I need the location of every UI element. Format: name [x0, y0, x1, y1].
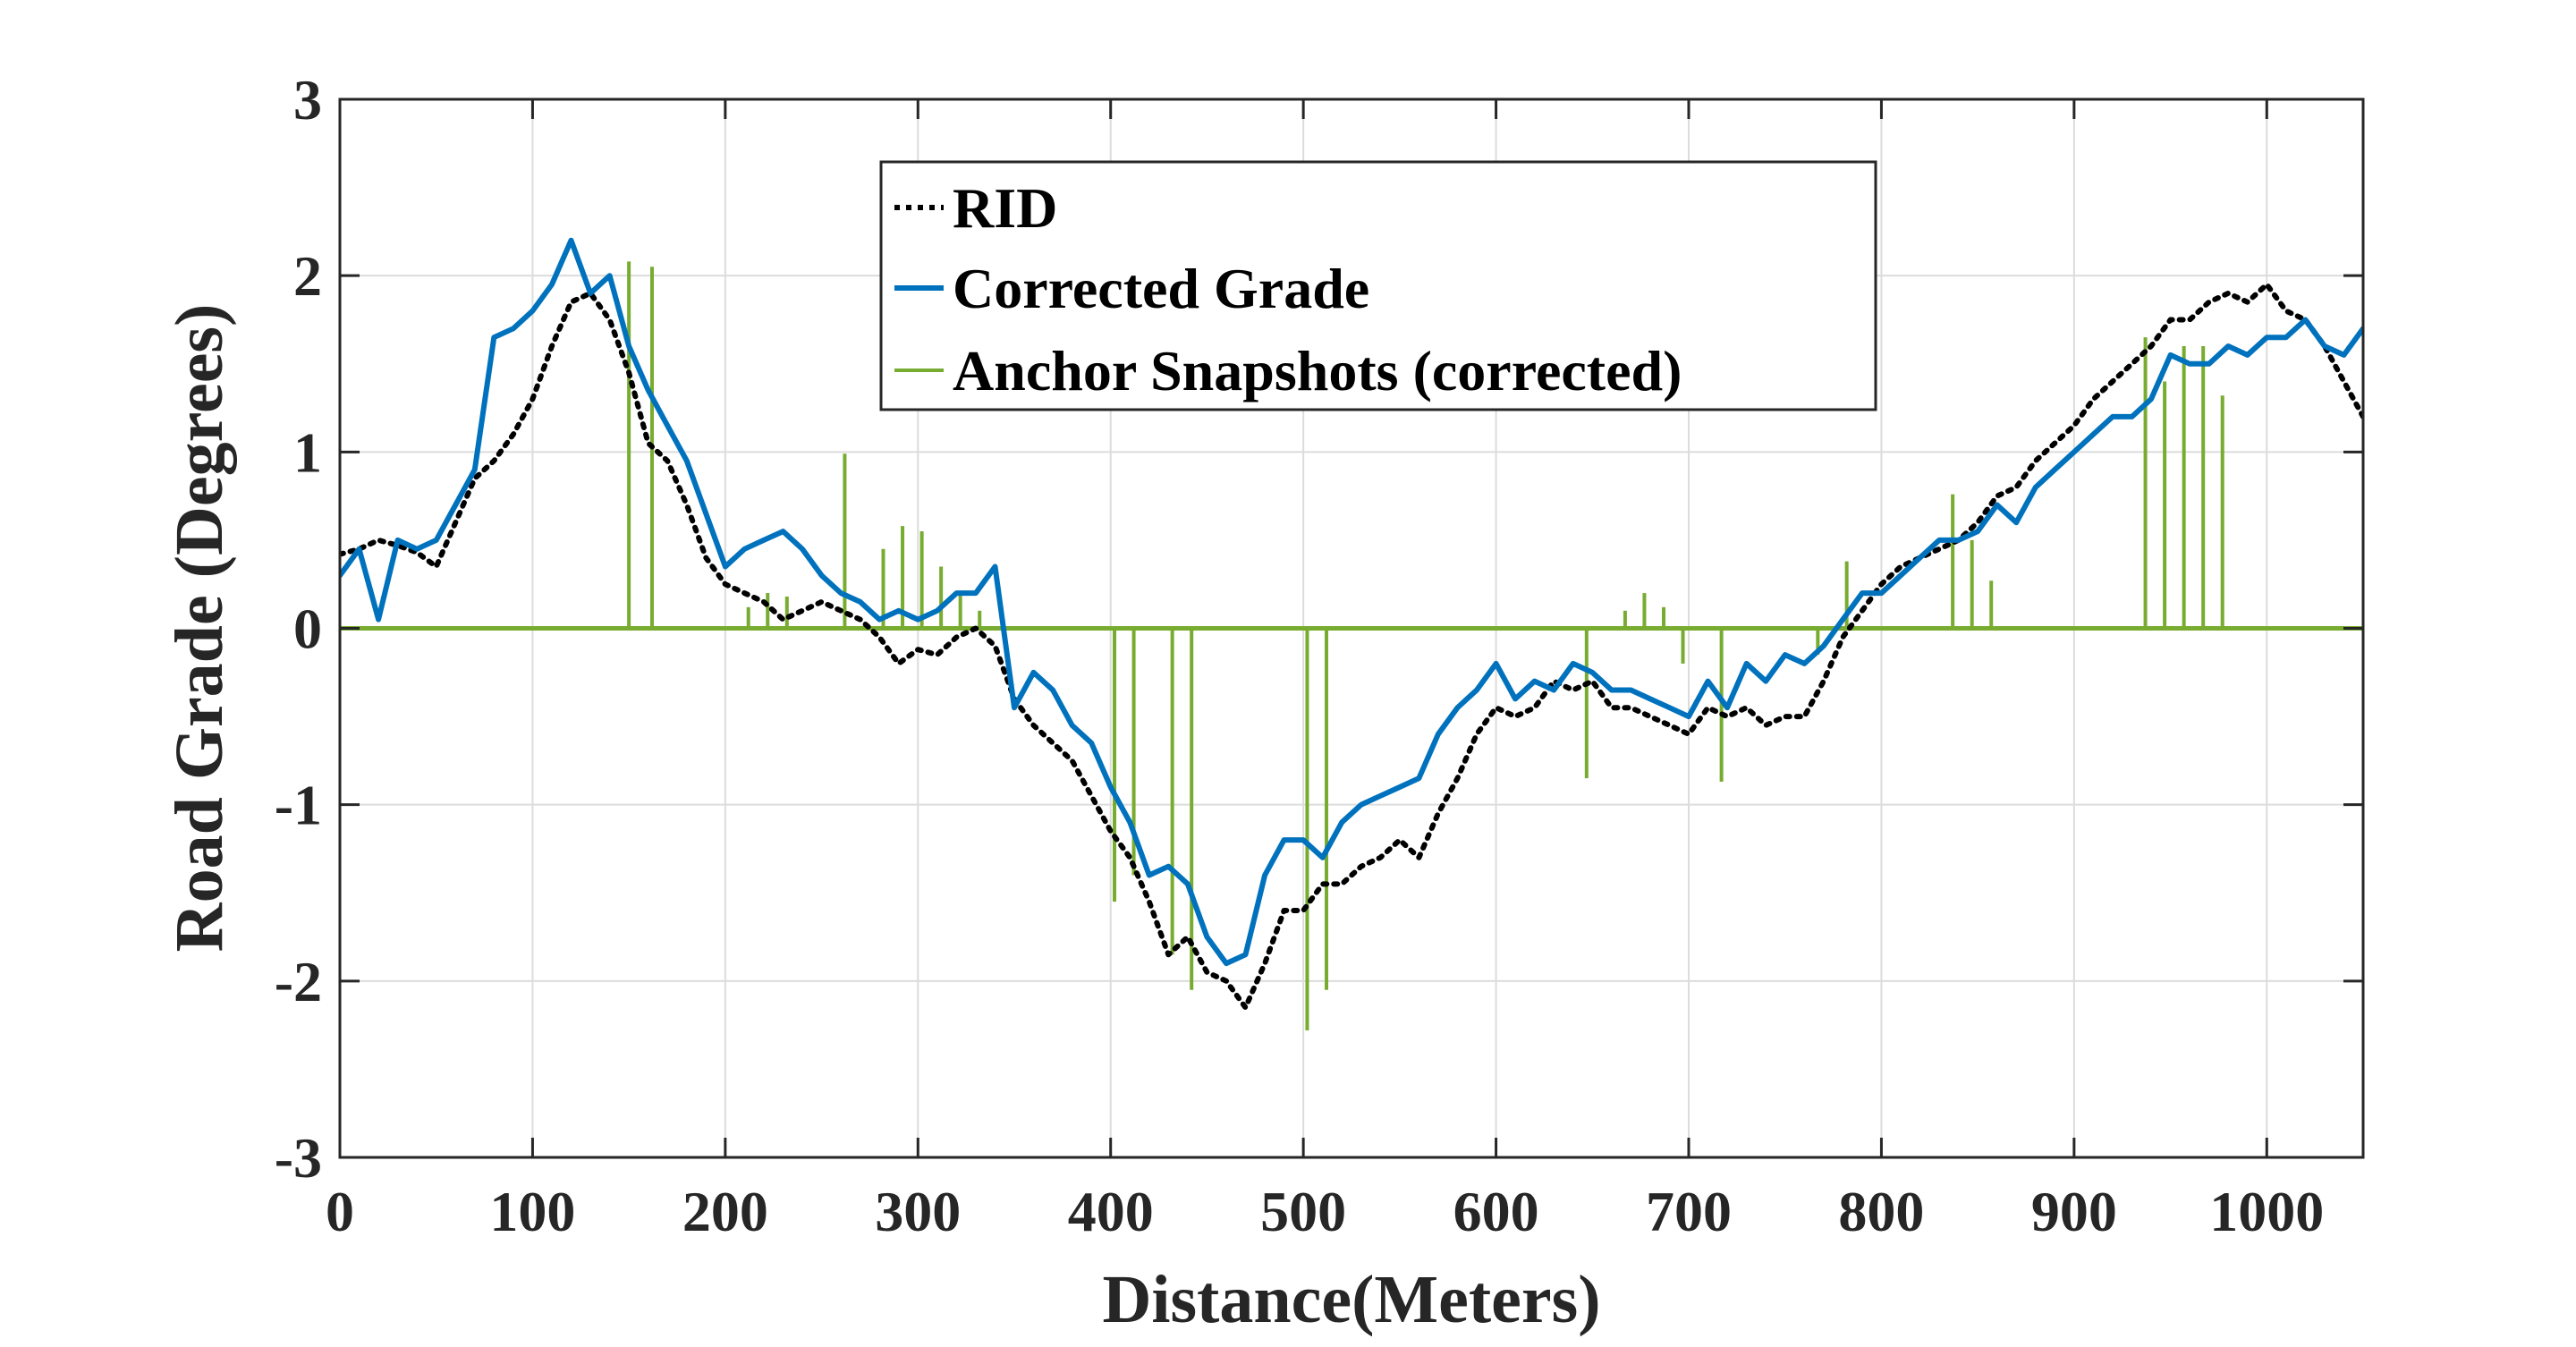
- x-tick-label: 400: [1068, 1180, 1154, 1243]
- x-tick-label: 200: [682, 1180, 768, 1243]
- legend-box: [879, 160, 1877, 411]
- legend-label-rid: RID: [953, 176, 1057, 240]
- legend-label-anchor-snapshots: Anchor Snapshots (corrected): [953, 339, 1682, 402]
- y-tick-label: 2: [293, 244, 322, 308]
- x-tick-label: 600: [1453, 1180, 1539, 1243]
- y-tick-label: -2: [275, 950, 322, 1013]
- x-tick-label: 1000: [2209, 1180, 2324, 1243]
- y-tick-label: -1: [275, 774, 322, 837]
- x-tick-label: 0: [326, 1180, 354, 1243]
- y-tick-label: 3: [293, 68, 322, 131]
- x-tick-label: 800: [1838, 1180, 1924, 1243]
- y-tick-label: -3: [275, 1126, 322, 1190]
- x-tick-label: 900: [2031, 1180, 2117, 1243]
- legend: RID Corrected Grade Anchor Snapshots (co…: [879, 160, 1877, 411]
- x-axis-label: Distance(Meters): [1102, 1262, 1600, 1337]
- y-axis-label: Road Grade (Degrees): [162, 304, 237, 953]
- series-rid: [340, 282, 2363, 1011]
- x-tick-label: 100: [489, 1180, 575, 1243]
- series-layer: [340, 237, 2363, 1031]
- x-tick-label: 500: [1260, 1180, 1346, 1243]
- x-tick-label: 300: [875, 1180, 961, 1243]
- series-corrected-grade: [340, 237, 2363, 967]
- y-tick-label: 0: [293, 597, 322, 661]
- axis-ticks: [338, 97, 2363, 1159]
- y-tick-label: 1: [293, 420, 322, 484]
- legend-label-corrected-grade: Corrected Grade: [953, 257, 1369, 320]
- tick-labels: 0 100 200 300 400 500 600 700 800 900 1000 -3 -2 -1 0 1…: [275, 68, 2325, 1243]
- x-tick-label: 700: [1646, 1180, 1732, 1243]
